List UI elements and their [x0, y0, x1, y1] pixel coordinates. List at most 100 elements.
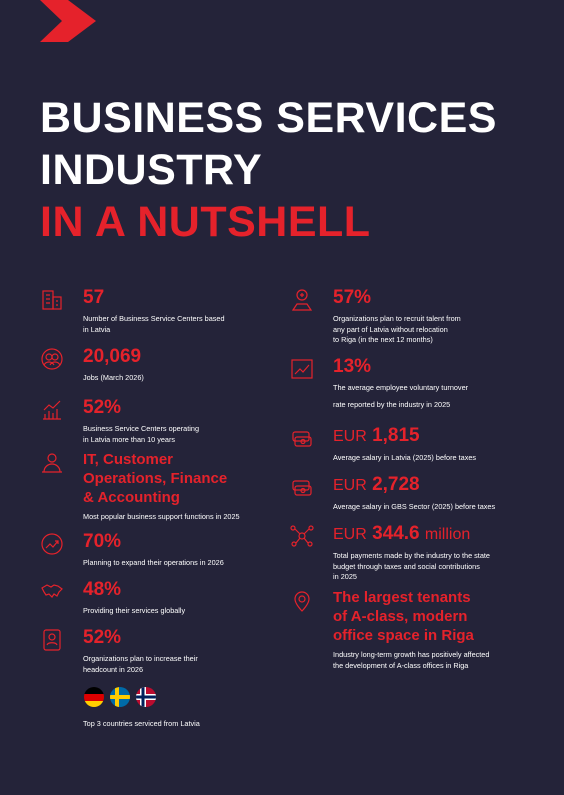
- icon: [292, 431, 312, 447]
- description: Number of Business Service Centers based…: [83, 314, 313, 335]
- stat-value: 57: [83, 287, 313, 309]
- value: 13%: [333, 356, 372, 377]
- value: 48%: [83, 579, 122, 600]
- value: 1,815: [372, 425, 420, 446]
- icon: [43, 400, 61, 420]
- heading-line: of A-class, modern: [333, 608, 468, 625]
- stat: 20,069 Jobs (March 2026): [83, 346, 313, 384]
- stat-heading: The largest tenants of A-class, modern off…: [333, 588, 563, 645]
- description-line: any part of Latvia without relocation: [333, 324, 448, 334]
- value: 52%: [83, 627, 122, 648]
- description: Business Service Centers operating in Lat…: [83, 424, 313, 445]
- value-prefix: EUR: [333, 428, 367, 445]
- icon: [291, 359, 313, 379]
- description: Jobs (March 2026): [83, 373, 313, 384]
- icon: [291, 289, 313, 311]
- description: Providing their services globally: [83, 606, 313, 617]
- value: 57: [83, 287, 105, 308]
- description-line: the development of A-class offices in Ri…: [333, 660, 469, 670]
- description-line: Jobs (March 2026): [83, 373, 144, 382]
- description: Total payments made by the industry to t…: [333, 551, 563, 583]
- description: Average salary in GBS Sector (2025) befo…: [333, 502, 563, 513]
- description: Most popular business support functions …: [83, 512, 313, 523]
- stat: 70% Planning to expand their operations i…: [83, 531, 313, 569]
- logo: [40, 0, 96, 42]
- description-line: Organizations plan to recruit talent fro…: [333, 314, 461, 323]
- stat: The largest tenants of A-class, modern off…: [333, 588, 563, 671]
- heading-line: & Accounting: [83, 489, 180, 506]
- stat: 57 Number of Business Service Centers bas…: [83, 287, 313, 335]
- stat-value: EUR 344.6 million: [333, 523, 563, 546]
- value: 2,728: [372, 474, 420, 495]
- description-line: Business Service Centers operating: [83, 424, 199, 433]
- value: 52%: [83, 397, 122, 418]
- icon: [42, 290, 62, 310]
- stat: 13% The average employee voluntary turnov…: [333, 356, 563, 410]
- stat: 52% Business Service Centers operating in …: [83, 397, 313, 445]
- description-line: Planning to expand their operations in 2…: [83, 558, 224, 567]
- stat-value: 70%: [83, 531, 313, 553]
- description-line: in 2025: [333, 572, 357, 581]
- value-suffix: million: [424, 526, 471, 543]
- title-line: BUSINESS SERVICES: [40, 94, 497, 142]
- stat-heading: IT, Customer Operations, Finance & Account…: [83, 450, 313, 507]
- value: 20,069: [83, 346, 142, 367]
- heading-line: office space in Riga: [333, 627, 474, 644]
- value: 57%: [333, 287, 372, 308]
- stat: EUR 344.6 million Total payments made by …: [333, 523, 563, 583]
- description-line: rate reported by the industry in 2025: [333, 399, 451, 409]
- description-line: Most popular business support functions …: [83, 512, 240, 521]
- stat-value: 52%: [83, 627, 313, 649]
- description: Average salary in Latvia (2025) before t…: [333, 453, 563, 464]
- stat-value: 57%: [333, 287, 563, 309]
- stat-value: 52%: [83, 397, 313, 419]
- icon: [41, 533, 63, 555]
- icon: [43, 629, 61, 651]
- stat-value: 13%: [333, 356, 563, 378]
- stat-value: 20,069: [83, 346, 313, 368]
- value-prefix: EUR: [333, 477, 367, 494]
- stat: 48% Providing their services globally: [83, 579, 313, 617]
- icon: [41, 584, 63, 598]
- icon: [41, 348, 63, 370]
- value-prefix: EUR: [333, 526, 367, 543]
- description: Industry long-term growth has positively…: [333, 650, 563, 671]
- title: BUSINESS SERVICES INDUSTRY IN A NUTSHELL: [40, 92, 497, 248]
- description: The average employee voluntary turnover r…: [333, 383, 563, 410]
- description: Organizations plan to recruit talent fro…: [333, 314, 563, 346]
- description: Organizations plan to increase their head…: [83, 654, 313, 675]
- flags: [84, 687, 156, 707]
- description-line: in Latvia: [83, 324, 111, 334]
- description-line: to Riga (in the next 12 months): [333, 335, 433, 344]
- stat-value: EUR 1,815: [333, 425, 563, 448]
- heading-line: Operations, Finance: [83, 470, 228, 487]
- icon: [294, 591, 310, 612]
- stat: EUR 2,728 Average salary in GBS Sector (2…: [333, 474, 563, 513]
- title-line: INDUSTRY: [40, 146, 263, 194]
- description-line: Average salary in GBS Sector (2025) befo…: [333, 502, 496, 511]
- stat: 52% Organizations plan to increase their h…: [83, 627, 313, 675]
- description-line: Total payments made by the industry to t…: [333, 551, 490, 560]
- value: 344.6: [372, 523, 420, 544]
- description-line: Average salary in Latvia (2025) before t…: [333, 453, 477, 462]
- stat: EUR 1,815 Average salary in Latvia (2025)…: [333, 425, 563, 464]
- value: 70%: [83, 531, 122, 552]
- description-line: in Latvia more than 10 years: [83, 434, 176, 444]
- description-line: headcount in 2026: [83, 664, 144, 674]
- stat: IT, Customer Operations, Finance & Account…: [83, 450, 313, 523]
- icon: [290, 525, 314, 547]
- heading-line: The largest tenants: [333, 589, 471, 606]
- stat-value: EUR 2,728: [333, 474, 563, 497]
- icon: [42, 453, 62, 473]
- description-line: Industry long-term growth has positively…: [333, 650, 490, 659]
- description-line: budget through taxes and social contribu…: [333, 561, 480, 571]
- description-line: Providing their services globally: [83, 606, 186, 615]
- countries-note: Top 3 countries serviced from Latvia: [83, 719, 200, 728]
- description-line: Organizations plan to increase their: [83, 654, 198, 663]
- stat-value: 48%: [83, 579, 313, 601]
- title-line: IN A NUTSHELL: [40, 198, 371, 246]
- description-line: The average employee voluntary turnover: [333, 383, 469, 392]
- heading-line: IT, Customer: [83, 451, 174, 468]
- description-line: Number of Business Service Centers based: [83, 314, 225, 323]
